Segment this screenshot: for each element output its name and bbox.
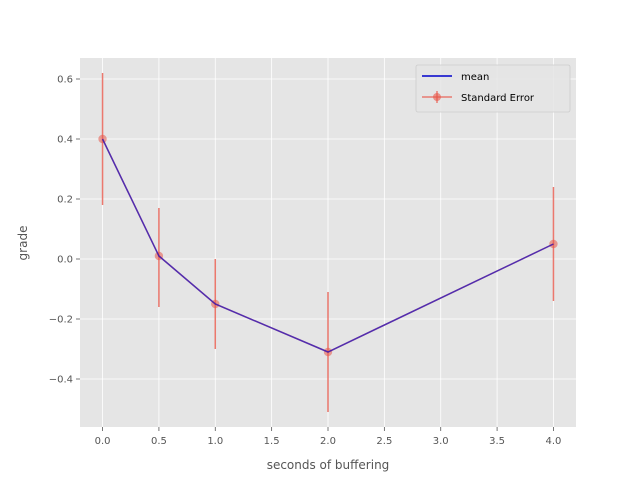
y-tick-label: 0.0 [57,255,73,266]
legend-box [415,64,571,113]
x-tick-label: 3.5 [489,436,505,447]
x-tick-label: 4.0 [546,436,562,447]
y-tick-label: 0.4 [57,135,73,146]
series-lines [101,138,554,353]
x-tick-label: 2.0 [320,436,336,447]
x-axis-label: seconds of buffering [267,458,390,472]
x-tick-label: 2.5 [376,436,392,447]
y-axis-label: grade [16,226,30,261]
y-tick-label: 0.2 [57,195,73,206]
legend-se-marker [433,93,441,101]
x-axis-ticks: 0.0 0.5 1.0 1.5 2.0 2.5 3.0 3.5 4.0 [95,427,562,447]
legend: mean Standard Error [415,64,571,113]
mean-line [101,138,554,353]
x-tick-label: 1.5 [264,436,280,447]
y-axis-ticks: −0.4 −0.2 0.0 0.2 0.4 0.6 [49,75,80,386]
y-tick-label: −0.2 [49,315,73,326]
x-tick-label: 1.0 [207,436,223,447]
legend-mean-label: mean [461,72,489,83]
y-tick-label: 0.6 [57,75,73,86]
x-tick-label: 3.0 [433,436,449,447]
y-tick-label: −0.4 [49,375,73,386]
legend-se-label: Standard Error [461,93,535,104]
x-tick-label: 0.5 [151,436,167,447]
x-tick-label: 0.0 [95,436,111,447]
